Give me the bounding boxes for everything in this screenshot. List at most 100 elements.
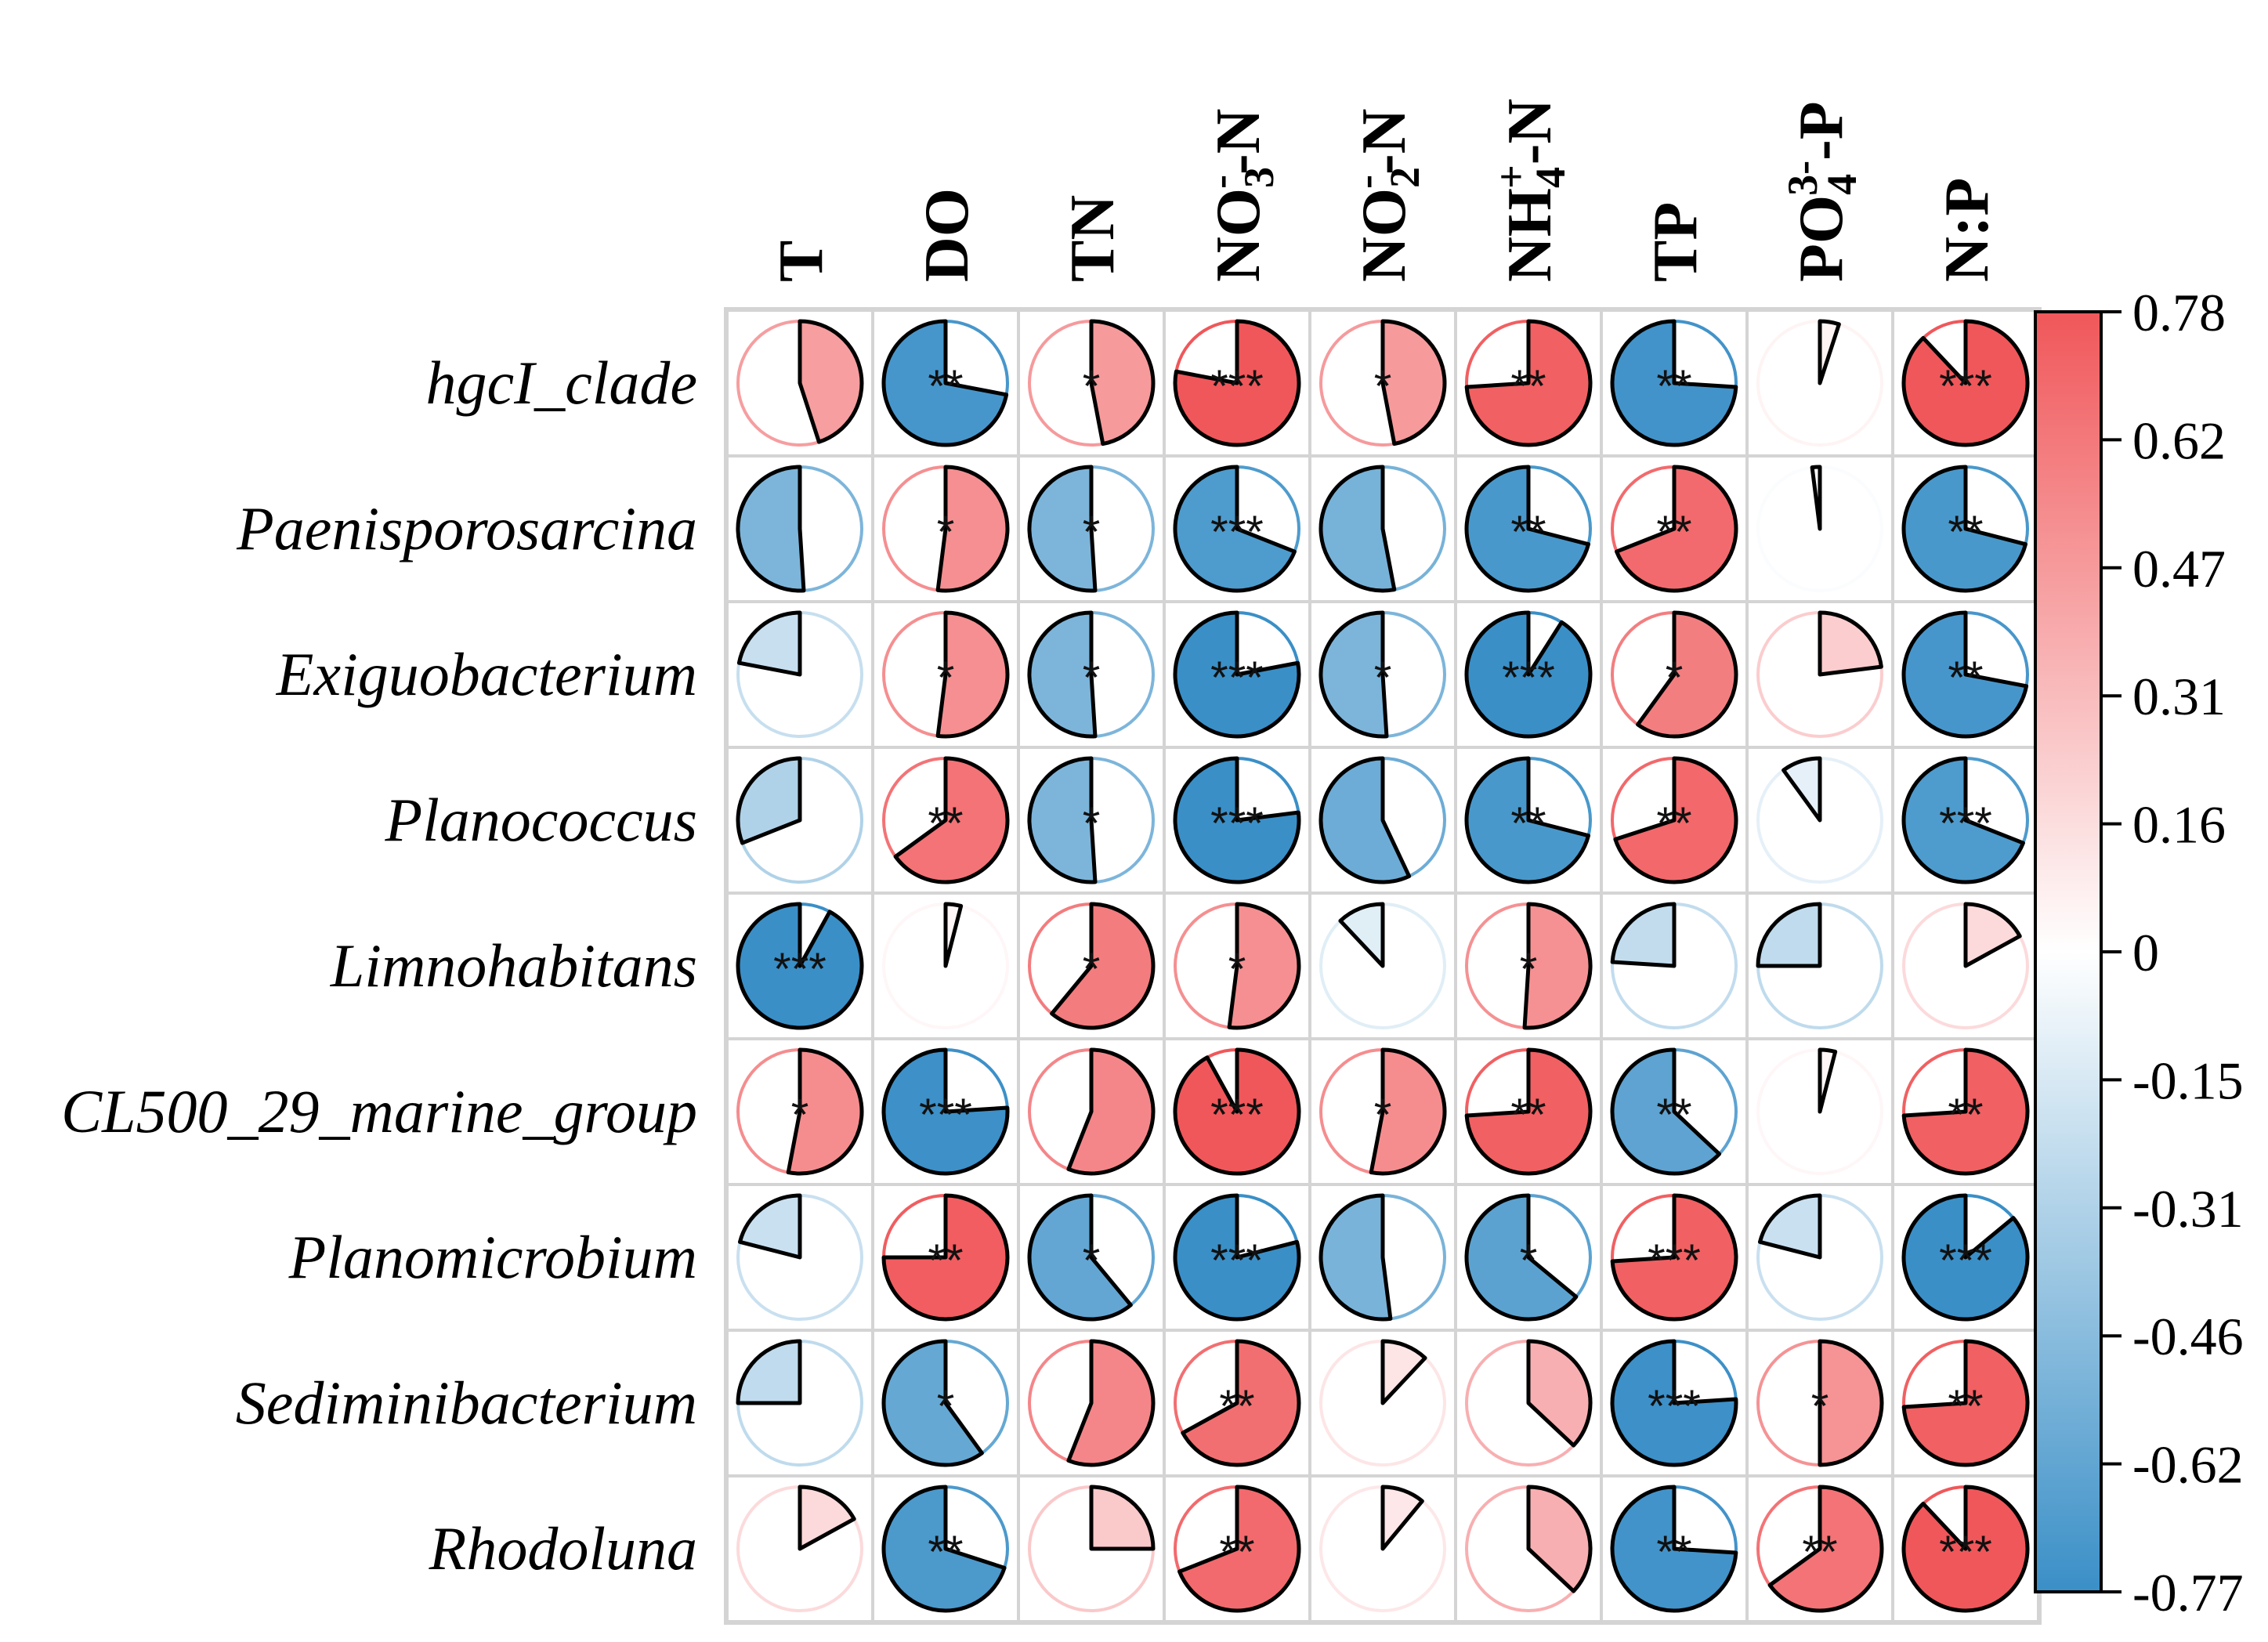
significance-label: *** bbox=[1939, 1235, 1992, 1286]
significance-label: * bbox=[1520, 944, 1538, 995]
cell-0-8: *** bbox=[1894, 312, 2037, 454]
pie-slice bbox=[1901, 319, 2030, 447]
significance-label: ** bbox=[1948, 1381, 1983, 1432]
column-label-base: PO bbox=[1787, 195, 1856, 282]
colorbar-gradient bbox=[2034, 310, 2103, 1593]
pie-slice bbox=[1318, 465, 1397, 593]
cell-5-5: ** bbox=[1457, 1040, 1600, 1183]
pie-slice bbox=[1781, 756, 1822, 823]
pie-slice bbox=[1066, 1339, 1156, 1467]
pie-slice bbox=[881, 1193, 1010, 1322]
column-label-superscript: - bbox=[1342, 175, 1389, 189]
column-label-superscript: - bbox=[1196, 175, 1243, 189]
cell-4-1 bbox=[874, 895, 1017, 1037]
pie-slice bbox=[1181, 1339, 1301, 1467]
colorbar-tick-label: -0.77 bbox=[2132, 1563, 2244, 1622]
colorbar-tick-label: 0.31 bbox=[2132, 667, 2226, 726]
pie-slice bbox=[1173, 465, 1297, 593]
column-label-base: NH bbox=[1496, 188, 1564, 282]
cell-8-0 bbox=[729, 1477, 871, 1620]
significance-label: ** bbox=[928, 1527, 963, 1578]
significance-label: *** bbox=[1210, 1235, 1264, 1286]
cell-8-8: *** bbox=[1894, 1477, 2037, 1620]
pie-slice bbox=[736, 756, 802, 845]
column-label: TP bbox=[1641, 202, 1710, 282]
pie-slice bbox=[1901, 1193, 2030, 1322]
column-label: NO3--N bbox=[1196, 109, 1282, 282]
cell-6-5: * bbox=[1457, 1186, 1600, 1329]
pie-slice bbox=[1173, 1047, 1301, 1176]
cell-4-7 bbox=[1749, 895, 1891, 1037]
cell-4-4 bbox=[1311, 895, 1454, 1037]
cell-5-6: ** bbox=[1603, 1040, 1745, 1183]
pie-slice bbox=[881, 1339, 984, 1467]
pie-slice bbox=[1526, 1339, 1593, 1448]
pie-slice bbox=[1810, 465, 1822, 531]
cell-3-3: *** bbox=[1166, 749, 1308, 892]
row-label: Sediminibacterium bbox=[236, 1369, 697, 1437]
pie-slice bbox=[1227, 902, 1301, 1030]
significance-label: ** bbox=[1510, 507, 1546, 558]
cell-1-6: ** bbox=[1603, 458, 1745, 600]
significance-label: ** bbox=[1219, 1381, 1254, 1432]
row-label: Exiguobacterium bbox=[276, 640, 697, 708]
cell-3-2: * bbox=[1020, 749, 1163, 892]
pie-slice bbox=[736, 1339, 802, 1405]
column-label-base: TP bbox=[1641, 202, 1710, 282]
pie-slice bbox=[1318, 610, 1389, 739]
column-label-subscript: 4 bbox=[1527, 167, 1574, 188]
pie-slice bbox=[1610, 319, 1738, 447]
cell-2-3: *** bbox=[1166, 603, 1308, 746]
pie-slice bbox=[798, 319, 864, 444]
column-label-base: T bbox=[767, 241, 836, 282]
cell-5-0: * bbox=[729, 1040, 871, 1183]
pie-slice bbox=[1901, 1339, 2030, 1467]
cells: ** * *** * ** ** **** * *** ** ** *** * *** * *** * **** *… bbox=[729, 312, 2037, 1620]
significance-label: * bbox=[1374, 653, 1392, 703]
significance-label: ** bbox=[928, 798, 963, 849]
cell-8-5 bbox=[1457, 1477, 1600, 1620]
pie-slice bbox=[1464, 610, 1593, 739]
cell-0-5: ** bbox=[1457, 312, 1600, 454]
pie-slice bbox=[1173, 319, 1301, 447]
significance-label: * bbox=[1374, 361, 1392, 412]
significance-label: ** bbox=[928, 361, 963, 412]
pie-slice bbox=[1756, 902, 1822, 968]
significance-label: *** bbox=[1210, 798, 1264, 849]
cell-0-6: ** bbox=[1603, 312, 1745, 454]
cell-0-1: ** bbox=[874, 312, 1017, 454]
cell-8-7: ** bbox=[1749, 1477, 1891, 1620]
significance-label: *** bbox=[1210, 507, 1264, 558]
cell-3-7 bbox=[1749, 749, 1891, 892]
pie-slice bbox=[1464, 1047, 1593, 1176]
cell-6-4 bbox=[1311, 1186, 1454, 1329]
cell-7-3: ** bbox=[1166, 1332, 1308, 1474]
colorbar-tick-label: 0 bbox=[2132, 923, 2159, 982]
significance-label: * bbox=[1811, 1381, 1829, 1432]
cell-4-0: *** bbox=[729, 895, 871, 1037]
column-label-suffix: -N bbox=[1350, 109, 1419, 175]
cell-4-3: * bbox=[1166, 895, 1308, 1037]
cell-1-7 bbox=[1749, 458, 1891, 600]
cell-0-7 bbox=[1749, 312, 1891, 454]
significance-label: * bbox=[1228, 944, 1246, 995]
colorbar-tick-label: -0.46 bbox=[2132, 1307, 2244, 1366]
pie-slice bbox=[1464, 465, 1591, 593]
pie-slice bbox=[798, 1485, 856, 1551]
significance-label: *** bbox=[919, 1090, 972, 1141]
cell-1-3: *** bbox=[1166, 458, 1308, 600]
significance-label: ** bbox=[1510, 1090, 1546, 1141]
row-label: CL500_29_marine_group bbox=[61, 1077, 697, 1145]
column-label-base: DO bbox=[913, 188, 982, 282]
significance-label: *** bbox=[1210, 653, 1264, 703]
significance-label: * bbox=[1083, 507, 1101, 558]
pie-slice bbox=[1767, 1485, 1884, 1613]
significance-label: ** bbox=[1948, 507, 1983, 558]
pie-slice bbox=[1089, 1485, 1156, 1551]
cell-7-7: * bbox=[1749, 1332, 1891, 1474]
cell-5-4: * bbox=[1311, 1040, 1454, 1183]
pie-slice bbox=[1173, 756, 1301, 884]
row-label: Planomicrobium bbox=[288, 1223, 697, 1291]
